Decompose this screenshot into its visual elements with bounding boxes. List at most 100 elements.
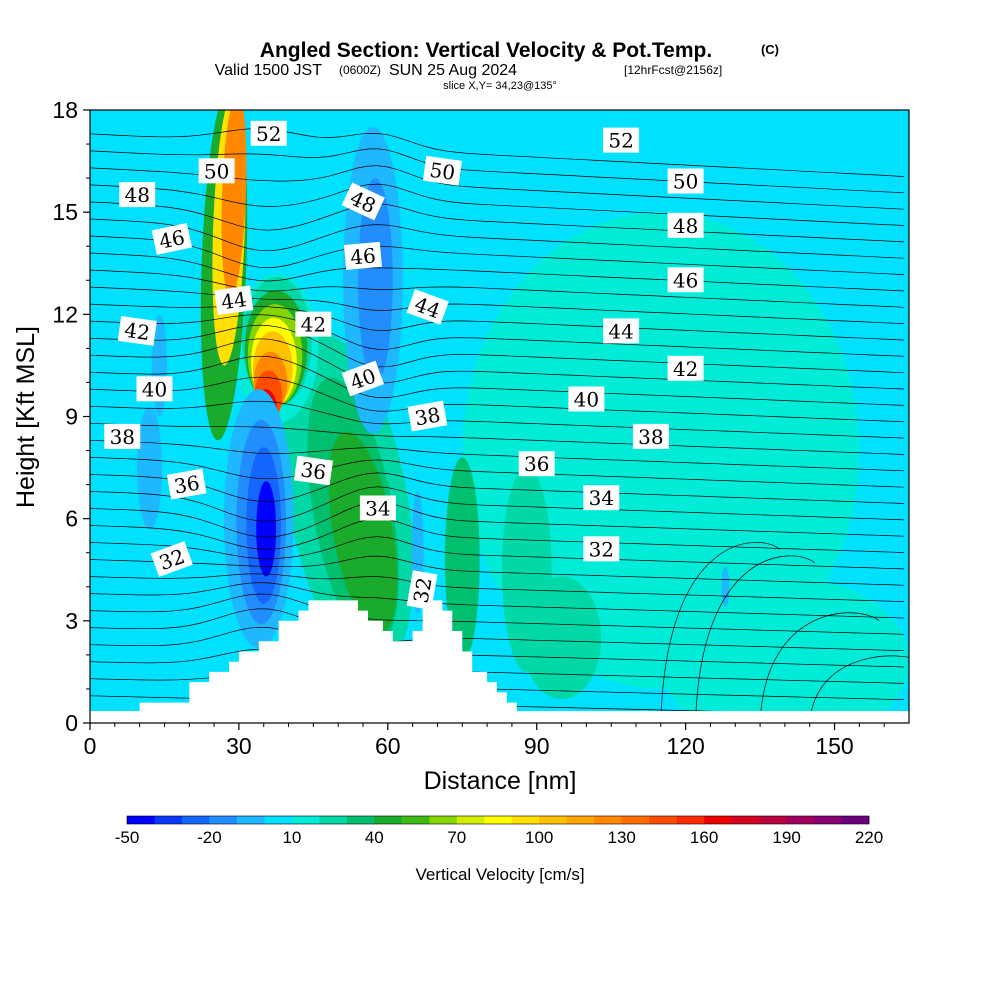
theta-contour-line	[90, 338, 905, 390]
theta-label-text: 40	[142, 377, 167, 401]
theta-label-text: 48	[124, 183, 149, 207]
theta-contour-line	[90, 314, 905, 357]
theta-label-bg	[104, 423, 141, 449]
terrain-mask	[139, 600, 537, 723]
colorbar-tick-label: 130	[608, 828, 636, 847]
theta-label-bg	[136, 376, 173, 402]
colorbar-swatch	[594, 816, 622, 824]
theta-label: 52	[250, 120, 287, 146]
theta-label-bg	[632, 423, 669, 449]
y-tick-label: 0	[65, 710, 78, 736]
theta-label: 42	[667, 355, 704, 381]
colorbar-tick-label: 10	[282, 828, 301, 847]
theta-label: 40	[136, 376, 173, 402]
theta-label: 52	[603, 127, 640, 153]
theta-contour-line	[90, 355, 905, 406]
theta-label-bg	[667, 212, 704, 238]
theta-label-bg	[603, 318, 640, 344]
theta-label: 50	[422, 155, 463, 186]
theta-label-text: 32	[409, 576, 437, 605]
theta-label-text: 44	[220, 287, 249, 314]
theta-contour-line	[90, 608, 905, 652]
colorbar-swatch	[181, 816, 210, 824]
theta-label-bg	[117, 316, 157, 346]
theta-contour-line	[90, 573, 905, 602]
x-tick-label: 120	[666, 733, 704, 759]
theta-label: 42	[117, 316, 157, 346]
ground-strip	[90, 711, 909, 723]
theta-contour-line	[90, 582, 905, 619]
theta-contour-line	[90, 201, 905, 243]
updraft-region	[501, 467, 552, 672]
theta-contour-line	[90, 422, 905, 455]
theta-contour-line	[90, 648, 905, 684]
theta-label-bg	[603, 127, 640, 153]
theta-label-text: 32	[589, 537, 614, 561]
colorbar-swatch	[511, 816, 540, 824]
colorbar-swatch	[264, 816, 293, 824]
updraft-region	[444, 457, 480, 662]
colorbar-tick-label: 190	[772, 828, 800, 847]
theta-label-bg	[250, 120, 287, 146]
colorbar-swatch	[374, 816, 403, 824]
theta-contour-line	[90, 472, 905, 504]
y-axis-label: Height [Kft MSL]	[12, 326, 40, 508]
theta-label-text: 48	[673, 214, 698, 238]
theta-label-bg	[568, 386, 605, 412]
theta-label: 36	[518, 451, 555, 477]
theta-label-text: 36	[524, 452, 549, 476]
theta-label-bg	[119, 182, 156, 208]
colorbar-swatch	[539, 816, 567, 824]
theta-label-bg	[583, 485, 620, 511]
colorbar-swatch	[154, 816, 183, 824]
plot-area: 52 50 48 46 44 42 40 38 36 32 42 36 34 48 46 40 44 38 32 50…	[90, 110, 909, 723]
theta-label: 36	[166, 468, 207, 500]
subtitle-valid-time: Valid 1500 JST	[215, 62, 323, 79]
theta-label-bg	[406, 289, 449, 325]
theta-label-bg	[667, 267, 704, 293]
colorbar-swatch	[236, 816, 265, 824]
theta-label-text: 44	[608, 319, 633, 343]
downdraft-region	[721, 566, 730, 608]
y-tick-label: 6	[65, 506, 78, 532]
theta-label-text: 36	[299, 457, 328, 484]
theta-label: 32	[406, 570, 438, 611]
y-tick-label: 12	[52, 301, 78, 327]
colorbar-tick-label: 70	[447, 828, 466, 847]
theta-label-text: 36	[172, 471, 201, 499]
theta-contour-line	[90, 183, 905, 226]
theta-contour-line	[90, 439, 905, 472]
theta-label-bg	[198, 158, 235, 184]
colorbar-swatch	[759, 816, 787, 824]
theta-label-text: 42	[301, 313, 326, 337]
theta-label-text: 50	[673, 170, 698, 194]
downdraft-region	[137, 406, 162, 529]
colorbar-tick-label: 160	[690, 828, 718, 847]
theta-label-bg	[166, 468, 207, 500]
colorbar-swatch	[621, 816, 650, 824]
chart-title: Angled Section: Vertical Velocity & Pot.…	[260, 39, 712, 62]
colorbar-tick-label: 40	[365, 828, 384, 847]
x-axis-label: Distance [nm]	[424, 767, 577, 795]
theta-label-text: 46	[673, 268, 698, 292]
theta-contour-line	[90, 218, 905, 259]
x-tick-label: 150	[815, 733, 853, 759]
theta-label-bg	[295, 311, 332, 337]
y-tick-label: 18	[52, 97, 78, 123]
theta-label: 44	[603, 318, 640, 344]
theta-label: 42	[295, 311, 332, 337]
theta-contour-line	[90, 518, 905, 553]
theta-label: 46	[343, 241, 382, 270]
downdraft-region	[358, 178, 393, 383]
theta-label-bg	[293, 455, 334, 486]
theta-label-text: 50	[428, 158, 457, 185]
theta-label-bg	[407, 400, 448, 432]
subtitle-date: SUN 25 Aug 2024	[389, 62, 517, 79]
theta-contour-line	[90, 128, 905, 177]
theta-label-bg	[151, 222, 193, 255]
terrain	[90, 600, 909, 723]
colorbar-tick-label: -20	[197, 828, 222, 847]
theta-label-bg	[359, 495, 396, 521]
theta-label-bg	[667, 355, 704, 381]
